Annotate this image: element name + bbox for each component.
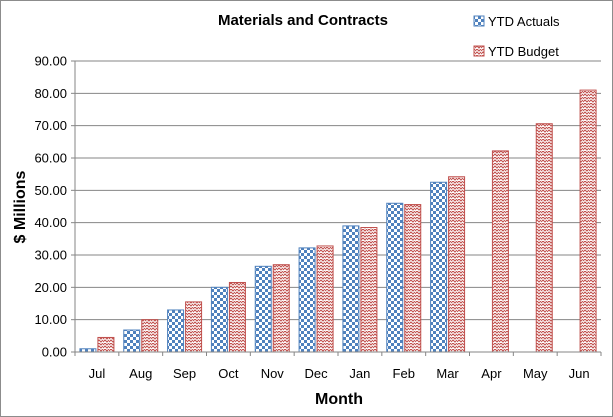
legend-swatch-budget — [473, 45, 485, 57]
y-tick-label: 50.00 — [34, 183, 67, 198]
x-tick-label-jun: Jun — [569, 366, 590, 381]
x-axis-ticks: Jul Aug Sep Oct Nov Dec Jan Feb Mar Apr May Jun — [74, 352, 602, 381]
y-tick-label: 90.00 — [34, 54, 67, 69]
budget-bar-sep — [185, 301, 203, 353]
y-tick-label: 80.00 — [34, 86, 67, 101]
budget-bar-apr — [491, 150, 509, 353]
legend-swatch-actuals — [473, 15, 485, 27]
budget-bar-jan — [360, 227, 378, 353]
x-tick-label-nov: Nov — [261, 366, 285, 381]
x-tick-label-feb: Feb — [393, 366, 415, 381]
budget-bar-may — [535, 123, 553, 353]
budget-bar-aug — [141, 319, 159, 353]
x-tick-label-aug: Aug — [129, 366, 152, 381]
y-tick-label: 20.00 — [34, 280, 67, 295]
x-axis-title: Month — [315, 391, 363, 408]
x-tick-label-oct: Oct — [218, 366, 239, 381]
chart-title: Materials and Contracts — [218, 12, 388, 29]
x-tick-label-jan: Jan — [349, 366, 370, 381]
y-tick-label: 30.00 — [34, 248, 67, 263]
budget-bar-jul — [97, 336, 115, 353]
actuals-bar-feb — [386, 202, 404, 353]
y-tick-label: 60.00 — [34, 151, 67, 166]
y-axis-ticks: 0.00 10.00 20.00 30.00 40.00 50.00 60.00 70.00 8… — [34, 54, 75, 360]
x-tick-label-mar: Mar — [436, 366, 459, 381]
x-tick-label-jul: Jul — [89, 366, 106, 381]
y-axis-title: $ Millions — [12, 170, 29, 243]
legend-label-actuals: YTD Actuals — [488, 14, 560, 29]
actuals-bar-dec — [298, 247, 316, 353]
actuals-bar-oct — [210, 286, 228, 353]
budget-bar-feb — [404, 204, 422, 353]
actuals-bar-mar — [430, 181, 448, 353]
actuals-bar-nov — [254, 265, 272, 353]
budget-bar-dec — [316, 245, 334, 353]
gridlines — [75, 60, 601, 321]
actuals-bar-sep — [167, 309, 185, 353]
y-tick-label: 70.00 — [34, 118, 67, 133]
x-tick-label-may: May — [523, 366, 548, 381]
y-tick-label: 40.00 — [34, 215, 67, 230]
budget-bar-oct — [228, 281, 246, 353]
y-tick-label: 10.00 — [34, 312, 67, 327]
actuals-bar-aug — [123, 329, 141, 353]
legend-label-budget: YTD Budget — [488, 44, 559, 59]
budget-bar-nov — [272, 264, 290, 353]
legend: YTD Actuals YTD Budget — [473, 14, 560, 59]
x-tick-label-apr: Apr — [481, 366, 502, 381]
y-tick-label: 0.00 — [42, 345, 67, 360]
x-tick-label-dec: Dec — [305, 366, 329, 381]
budget-bar-mar — [448, 176, 466, 353]
budget-bar-jun — [579, 89, 597, 353]
actuals-bar-jan — [342, 225, 360, 353]
bars — [79, 89, 597, 353]
x-tick-label-sep: Sep — [173, 366, 196, 381]
